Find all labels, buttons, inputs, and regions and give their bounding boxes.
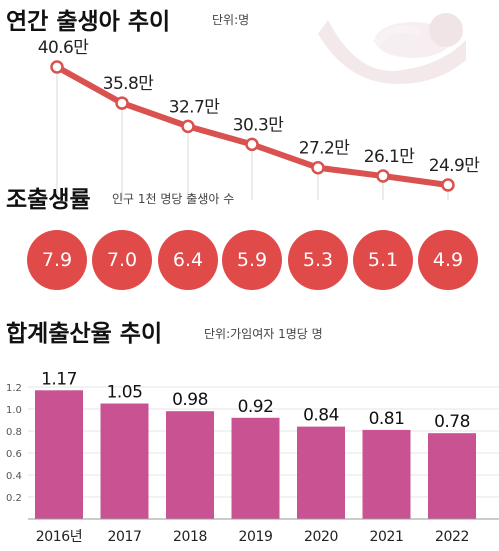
- tfr-value-label: 1.05: [107, 383, 143, 403]
- births-value-label: 30.3만: [233, 115, 284, 135]
- births-value-label: 35.8만: [103, 74, 154, 94]
- tfr-value-label: 0.98: [172, 390, 208, 410]
- crude-birth-rate-title: 조출생률: [6, 187, 91, 213]
- tfr-value-label: 1.17: [41, 369, 77, 389]
- births-point: [115, 96, 129, 110]
- tfr-title: 합계출산율 추이: [6, 321, 163, 347]
- tfr-value-label: 0.92: [238, 397, 274, 417]
- tfr-category-label: 2021: [369, 529, 403, 545]
- births-value-label: 32.7만: [169, 97, 220, 117]
- tfr-bar: [166, 411, 214, 519]
- births-point: [50, 60, 64, 74]
- births-point: [181, 119, 195, 134]
- tfr-y-tick-label: 0.2: [6, 493, 22, 504]
- births-value-label: 40.6만: [38, 38, 89, 58]
- tfr-value-label: 0.78: [434, 412, 470, 432]
- tfr-y-tick-label: 0.8: [6, 427, 22, 438]
- tfr-bar: [100, 403, 149, 519]
- crude-birth-rate-circle: 4.9: [418, 230, 478, 290]
- tfr-category-label: 2018: [173, 529, 207, 545]
- tfr-y-tick-label: 0.6: [6, 449, 22, 460]
- crude-birth-rate-circle: 7.0: [92, 230, 152, 290]
- tfr-category-label: 2020: [304, 529, 338, 545]
- births-point: [245, 137, 259, 152]
- tfr-bar: [231, 417, 280, 519]
- births-value-label: 27.2만: [299, 139, 350, 159]
- tfr-y-tick-label: 1.0: [6, 405, 22, 416]
- tfr-bar: [297, 426, 345, 519]
- tfr-value-label: 0.81: [369, 409, 405, 429]
- births-line-chart: 40.6만 35.8만 32.7만 30.3만 27.2만 26.1만 24.9만: [38, 38, 481, 200]
- crude-birth-rate-circle: 7.9: [27, 230, 87, 290]
- crude-birth-rate-subtitle: 인구 1천 명당 출생아 수: [112, 192, 235, 206]
- births-unit: 단위:명: [212, 13, 250, 27]
- tfr-bar: [428, 433, 476, 519]
- births-point: [376, 169, 390, 183]
- births-value-label: 24.9만: [429, 156, 480, 176]
- tfr-bar: [35, 390, 83, 519]
- births-point: [311, 160, 325, 175]
- tfr-category-label: 2016년: [36, 529, 83, 545]
- tfr-y-tick-label: 1.2: [6, 383, 22, 394]
- tfr-bar: [362, 429, 411, 519]
- births-value-label: 26.1만: [364, 147, 415, 167]
- crude-birth-rate-circle: 5.1: [353, 230, 413, 290]
- births-title: 연간 출생아 추이: [6, 9, 171, 35]
- crude-birth-rate-circle: 5.3: [288, 230, 348, 290]
- tfr-value-label: 0.84: [303, 406, 339, 426]
- tfr-category-label: 2022: [435, 529, 469, 545]
- tfr-y-tick-label: 0.4: [6, 471, 22, 482]
- crude-birth-rate-circle: 5.9: [222, 230, 282, 290]
- mother-holding-baby-icon: [318, 13, 466, 84]
- births-point: [441, 178, 455, 192]
- tfr-unit: 단위:가임여자 1명당 명: [204, 327, 323, 341]
- tfr-category-label: 2017: [107, 529, 141, 545]
- crude-birth-rate-circle: 6.4: [158, 230, 218, 290]
- tfr-category-label: 2019: [238, 529, 272, 545]
